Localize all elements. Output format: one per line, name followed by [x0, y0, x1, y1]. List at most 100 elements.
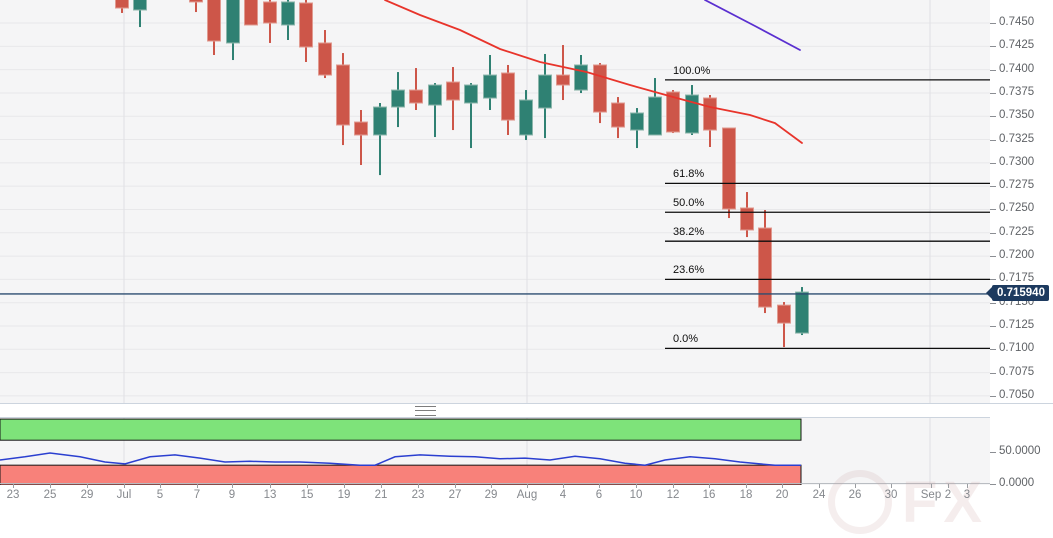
time-tick-label: 15	[300, 489, 314, 501]
oscillator-tick-dash	[990, 452, 996, 453]
candle-body[interactable]	[722, 127, 736, 210]
time-tick-label: Aug	[516, 489, 538, 501]
time-tick-dash	[599, 484, 600, 488]
price-tick-dash	[990, 162, 996, 164]
time-axis[interactable]: 23 25 29 Jul 5 7 9 13 15 19 21 23 27 29 Aug 4 6 10 12 16 18 2…	[0, 484, 990, 510]
candle-body[interactable]	[299, 2, 313, 48]
candle-body[interactable]	[483, 74, 497, 99]
indicator-panel[interactable]	[0, 417, 990, 485]
time-tick-dash	[381, 484, 382, 488]
time-tick-dash	[50, 484, 51, 488]
time-tick-dash	[160, 484, 161, 488]
candle-body[interactable]	[428, 84, 442, 106]
price-tick-label: 0.7125	[999, 318, 1035, 331]
candle-body[interactable]	[189, 0, 203, 3]
main-chart-panel[interactable]: 100.0% 61.8% 50.0% 38.2% 23.6% 0.0%	[0, 0, 990, 403]
time-tick-dash	[746, 484, 747, 488]
time-tick-dash	[307, 484, 308, 488]
time-tick-dash	[855, 484, 856, 488]
time-tick-label: Jul	[116, 489, 132, 501]
time-tick-dash	[891, 484, 892, 488]
candlestick-chart	[0, 0, 990, 403]
price-tick-dash	[990, 395, 996, 397]
time-tick-label: 21	[374, 489, 388, 501]
candle-body[interactable]	[538, 74, 552, 109]
candle-body[interactable]	[666, 91, 680, 133]
price-tick-label: 0.7350	[999, 109, 1035, 122]
fib-label: 100.0%	[673, 64, 711, 77]
time-tick-label: 5	[156, 489, 164, 501]
separator-grip-icon[interactable]	[415, 406, 436, 416]
time-tick-label: Sep	[920, 489, 942, 501]
candle-body[interactable]	[354, 121, 368, 136]
candle-body[interactable]	[318, 42, 332, 76]
time-tick-label: 9	[228, 489, 236, 501]
candle-body[interactable]	[373, 106, 387, 136]
candle-body[interactable]	[391, 89, 405, 108]
time-tick-dash	[967, 484, 968, 488]
time-tick-dash	[673, 484, 674, 488]
candle-body[interactable]	[795, 291, 809, 334]
fib-label: 50.0%	[673, 197, 705, 210]
time-tick-label: 10	[629, 489, 643, 501]
candle-body[interactable]	[244, 0, 258, 26]
candle-body[interactable]	[446, 81, 460, 101]
candle-body[interactable]	[648, 96, 662, 136]
price-tick-dash	[990, 69, 996, 71]
candle-body[interactable]	[263, 1, 277, 24]
overbought-band	[0, 418, 802, 441]
time-tick-label: 18	[739, 489, 753, 501]
time-tick-label: 3	[963, 489, 971, 501]
time-tick-label: 26	[848, 489, 862, 501]
price-tick-label: 0.7050	[999, 388, 1035, 401]
candle-body[interactable]	[281, 1, 295, 26]
price-tick-dash	[990, 372, 996, 374]
candle-body[interactable]	[574, 64, 588, 91]
panel-separator[interactable]	[0, 403, 1053, 418]
time-tick-label: 19	[337, 489, 351, 501]
time-tick-label: 29	[80, 489, 94, 501]
candle-body[interactable]	[777, 304, 791, 324]
candle-body[interactable]	[464, 84, 478, 104]
price-tick-label: 0.7425	[999, 39, 1035, 52]
time-tick-label: 29	[484, 489, 498, 501]
time-tick-dash	[491, 484, 492, 488]
oscillator-tick-dash	[990, 484, 996, 485]
oversold-band	[0, 464, 802, 485]
candle-body[interactable]	[703, 97, 717, 131]
time-tick-dash	[13, 484, 14, 488]
time-tick-dash	[197, 484, 198, 488]
oscillator-line	[0, 452, 801, 466]
time-tick-dash	[527, 484, 528, 488]
oscillator-tick-0: 0.0000	[999, 477, 1035, 489]
candle-body[interactable]	[611, 102, 625, 128]
fib-label: 61.8%	[673, 168, 705, 181]
price-tick-label: 0.7275	[999, 179, 1035, 192]
time-tick-dash	[270, 484, 271, 488]
candle-body[interactable]	[409, 89, 423, 104]
candle-body[interactable]	[685, 94, 699, 134]
time-tick-label: 13	[263, 489, 277, 501]
candle-body[interactable]	[740, 207, 754, 231]
candle-body[interactable]	[501, 72, 515, 121]
candle-body[interactable]	[115, 0, 129, 9]
price-tick-label: 0.7175	[999, 272, 1035, 285]
candle-body[interactable]	[519, 99, 533, 136]
price-tick-label: 0.7400	[999, 62, 1035, 75]
candle-body[interactable]	[593, 64, 607, 113]
candle-body[interactable]	[758, 227, 772, 308]
price-tick-label: 0.7300	[999, 155, 1035, 168]
time-tick-label: 30	[884, 489, 898, 501]
candle-body[interactable]	[336, 64, 350, 126]
time-tick-dash	[232, 484, 233, 488]
candle-body[interactable]	[226, 0, 240, 44]
time-tick-label: 16	[702, 489, 716, 501]
time-tick-label: 6	[595, 489, 603, 501]
time-tick-label: 23	[411, 489, 425, 501]
time-tick-dash	[782, 484, 783, 488]
price-tick-dash	[990, 256, 996, 258]
candle-body[interactable]	[133, 0, 147, 11]
candle-body[interactable]	[556, 74, 570, 86]
candle-body[interactable]	[630, 112, 644, 131]
candle-body[interactable]	[207, 0, 221, 42]
